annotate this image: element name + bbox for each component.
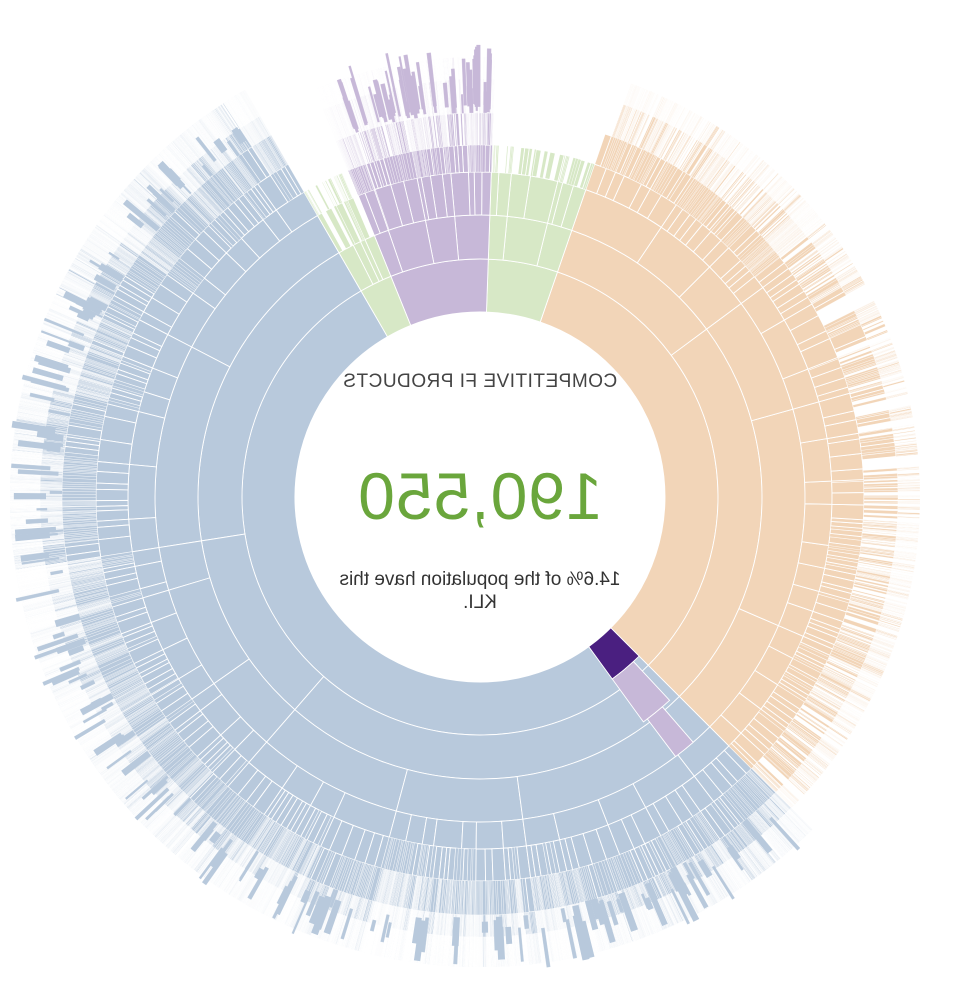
segment-blue-l4[interactable] xyxy=(96,471,129,484)
segment-blue-l3[interactable] xyxy=(502,819,527,848)
segment-blue-l4[interactable] xyxy=(96,489,128,500)
segment-blue-l3[interactable] xyxy=(434,819,463,848)
segment-blue-l4[interactable] xyxy=(98,439,132,464)
segment-blue-l4[interactable] xyxy=(96,483,128,490)
segment-blue-l3[interactable] xyxy=(129,518,159,552)
segment-blue-l3[interactable] xyxy=(128,464,156,519)
segment-blue-l3[interactable] xyxy=(476,821,503,849)
segment-blue-l4[interactable] xyxy=(476,849,486,881)
segment-blue-l3[interactable] xyxy=(462,822,477,849)
